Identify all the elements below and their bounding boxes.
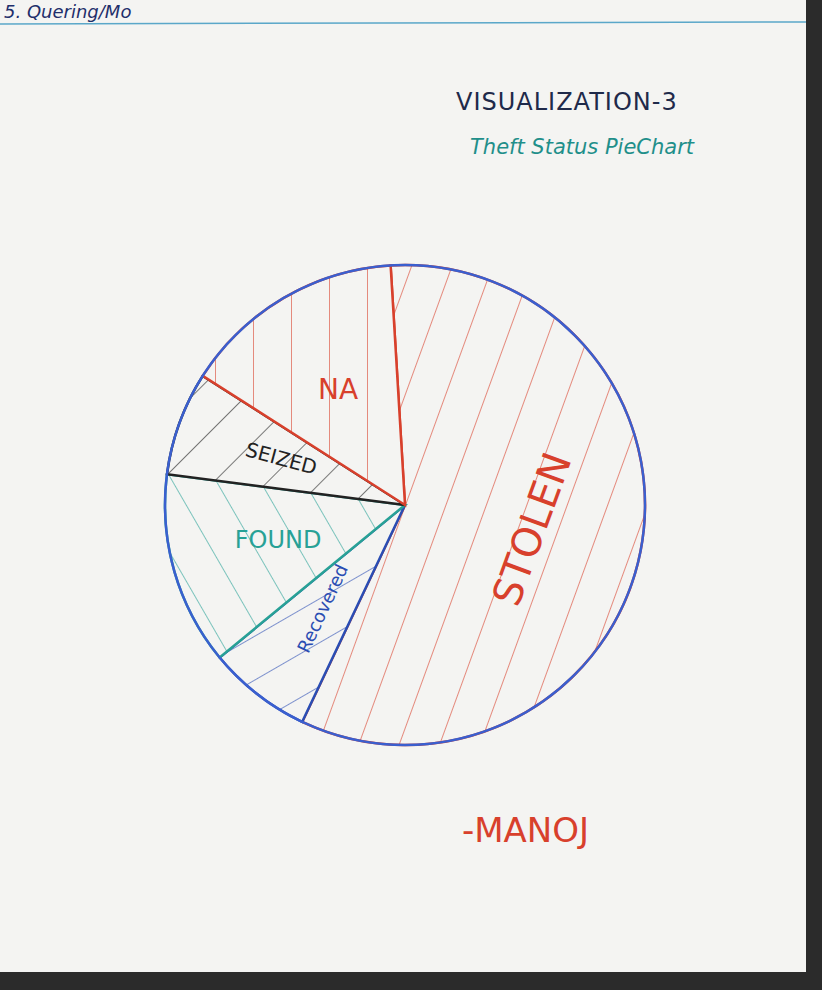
chart-title: VISUALIZATION-3 xyxy=(456,88,678,116)
slices xyxy=(165,265,645,745)
slice-label: Recovered xyxy=(293,561,352,656)
author-note: -MANOJ xyxy=(462,810,589,850)
slice-label: FOUND xyxy=(235,526,322,554)
pie-outline xyxy=(165,265,645,745)
pie-root: STOLEN Recovered FOUND SEIZED NA xyxy=(165,265,645,745)
slice-label: NA xyxy=(318,373,358,406)
chart-subtitle: Theft Status PieChart xyxy=(470,135,695,159)
board-frame xyxy=(0,0,822,990)
canvas: 5. Quering/Mo -MANOJ VISUALIZATION-3 Theft … xyxy=(0,0,822,990)
slice-label: STOLEN xyxy=(483,447,581,612)
board-rule xyxy=(0,22,806,24)
header-note: 5. Quering/Mo xyxy=(4,1,131,22)
board xyxy=(0,0,806,972)
slice-label: SEIZED xyxy=(243,437,320,479)
pie-slice xyxy=(203,265,405,505)
